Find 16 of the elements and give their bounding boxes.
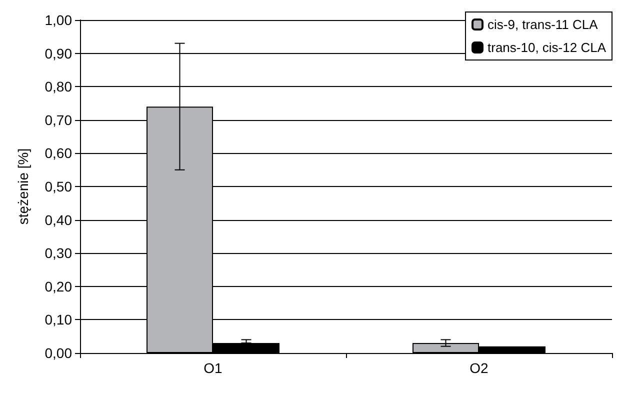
y-tick-label: 0,30 bbox=[44, 245, 72, 262]
y-tick-label: 0,10 bbox=[44, 312, 72, 328]
y-tick-label: 0,80 bbox=[44, 78, 72, 95]
y-tick-label: 0,60 bbox=[44, 145, 72, 162]
y-tick-label: 0,00 bbox=[44, 345, 72, 361]
y-tick-label: 0,50 bbox=[44, 178, 72, 194]
y-tick-label: 0,70 bbox=[44, 112, 72, 128]
x-tick-label: O2 bbox=[470, 360, 489, 376]
legend-label: cis-9, trans-11 CLA bbox=[488, 17, 598, 32]
y-tick-label: 0,90 bbox=[44, 45, 72, 62]
y-tick-label: 0,40 bbox=[44, 212, 72, 228]
x-tick-label: O1 bbox=[204, 360, 223, 376]
legend-label: trans-10, cis-12 CLA bbox=[488, 40, 606, 55]
y-tick-label: 0,20 bbox=[44, 278, 72, 294]
y-tick-label: 1,00 bbox=[44, 12, 72, 28]
y-axis-title: stężenie [%] bbox=[15, 148, 31, 225]
